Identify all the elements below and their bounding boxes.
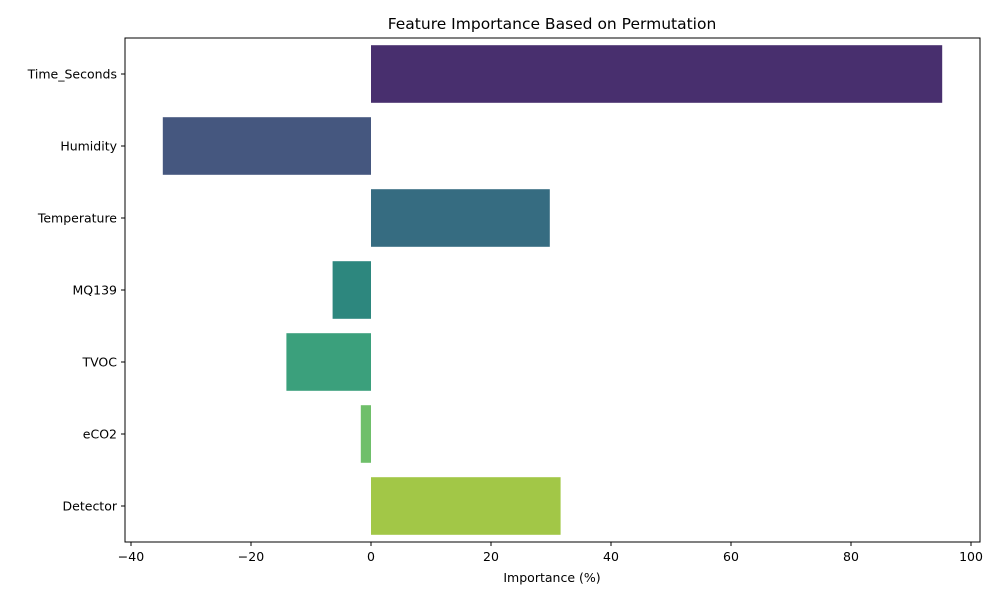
bar-mq139 [332, 261, 371, 319]
x-tick-label: 100 [959, 549, 983, 564]
y-tick-label: Detector [63, 499, 118, 514]
bar-humidity [162, 117, 371, 175]
x-tick-label: −20 [238, 549, 264, 564]
chart-title: Feature Importance Based on Permutation [388, 15, 717, 33]
y-tick-label: TVOC [81, 355, 117, 370]
x-tick-label: 0 [367, 549, 375, 564]
y-tick-label: Temperature [37, 211, 117, 226]
bar-temperature [371, 189, 550, 247]
bar-tvoc [286, 333, 371, 391]
y-axis-ticks: Time_Seconds Humidity Temperature MQ139 TVOC… [27, 67, 125, 514]
x-tick-label: −40 [118, 549, 144, 564]
x-tick-label: 80 [843, 549, 859, 564]
x-axis-ticks: −40 −20 0 20 40 60 80 100 [118, 542, 983, 564]
x-tick-label: 60 [723, 549, 739, 564]
plot-frame [124, 37, 981, 543]
x-tick-label: 40 [603, 549, 619, 564]
x-axis-label: Importance (%) [503, 570, 600, 585]
y-tick-label: Humidity [60, 139, 117, 154]
bar-time-seconds [371, 45, 943, 103]
bars-group [162, 45, 943, 535]
y-tick-label: eCO2 [83, 427, 117, 442]
x-tick-label: 20 [483, 549, 499, 564]
bar-detector [371, 477, 561, 535]
y-tick-label: Time_Seconds [27, 67, 117, 82]
y-tick-label: MQ139 [73, 283, 118, 298]
bar-eco2 [360, 405, 371, 463]
